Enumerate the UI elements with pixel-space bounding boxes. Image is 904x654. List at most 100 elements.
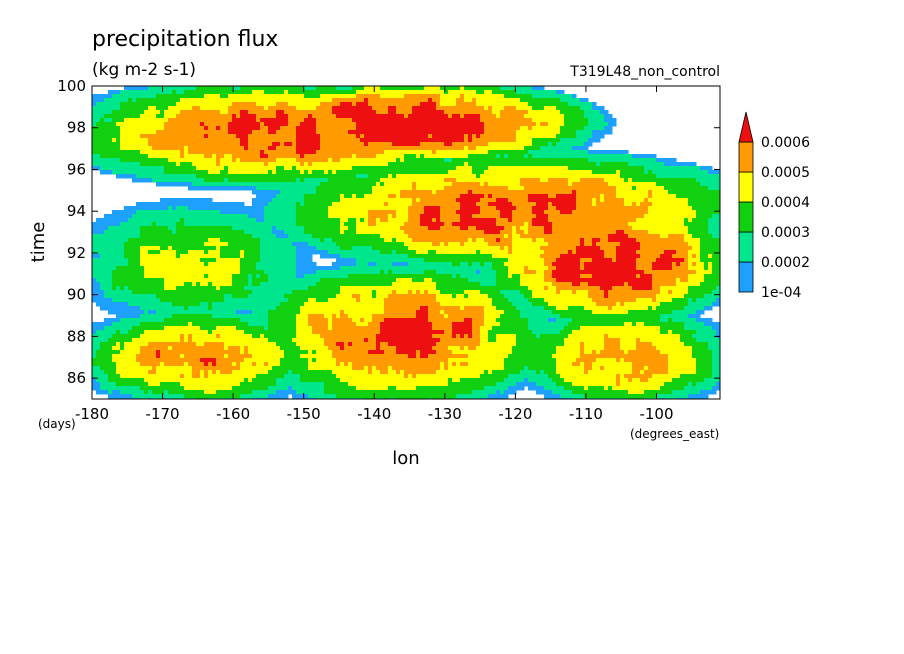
field-cell: [604, 218, 609, 223]
field-cell: [224, 230, 229, 235]
field-cell: [360, 130, 365, 135]
field-cell: [260, 134, 265, 139]
field-cell: [596, 214, 601, 219]
field-cell: [184, 122, 189, 127]
field-cell: [668, 210, 673, 215]
field-cell: [564, 102, 569, 107]
field-cell: [604, 158, 609, 163]
field-cell: [244, 106, 249, 111]
field-cell: [664, 202, 669, 207]
field-cell: [532, 146, 537, 151]
field-cell: [308, 154, 313, 159]
field-cell: [408, 154, 413, 159]
field-cell: [420, 198, 425, 203]
field-cell: [196, 230, 201, 235]
field-cell: [428, 158, 433, 163]
field-cell: [508, 134, 513, 139]
field-cell: [132, 214, 137, 219]
field-cell: [148, 178, 153, 183]
field-cell: [300, 106, 305, 111]
field-cell: [404, 130, 409, 135]
field-cell: [432, 94, 437, 99]
field-cell: [308, 162, 313, 167]
field-cell: [232, 86, 237, 91]
field-cell: [336, 230, 341, 235]
field-cell: [204, 222, 209, 227]
field-cell: [172, 110, 177, 115]
field-cell: [356, 174, 361, 179]
field-cell: [376, 126, 381, 131]
field-cell: [232, 230, 237, 235]
field-cell: [584, 194, 589, 199]
field-cell: [208, 134, 213, 139]
field-cell: [432, 114, 437, 119]
field-cell: [196, 130, 201, 135]
field-cell: [384, 174, 389, 179]
field-cell: [292, 142, 297, 147]
field-cell: [520, 218, 525, 223]
field-cell: [608, 178, 613, 183]
field-cell: [516, 222, 521, 227]
field-cell: [520, 122, 525, 127]
field-cell: [476, 118, 481, 123]
field-cell: [516, 186, 521, 191]
field-cell: [364, 214, 369, 219]
field-cell: [120, 106, 125, 111]
field-cell: [428, 218, 433, 223]
field-cell: [192, 218, 197, 223]
field-cell: [252, 142, 257, 147]
field-cell: [348, 154, 353, 159]
field-cell: [700, 182, 705, 187]
field-cell: [168, 158, 173, 163]
field-cell: [372, 166, 377, 171]
field-cell: [452, 150, 457, 155]
field-cell: [412, 86, 417, 91]
field-cell: [208, 166, 213, 171]
field-cell: [232, 118, 237, 123]
field-cell: [228, 86, 233, 91]
field-cell: [216, 142, 221, 147]
field-cell: [420, 126, 425, 131]
field-cell: [672, 162, 677, 167]
field-cell: [176, 226, 181, 231]
field-cell: [404, 226, 409, 231]
field-cell: [632, 206, 637, 211]
field-cell: [288, 162, 293, 167]
field-cell: [548, 138, 553, 143]
field-cell: [252, 174, 257, 179]
field-cell: [236, 230, 241, 235]
field-cell: [200, 186, 205, 191]
field-cell: [696, 210, 701, 215]
field-cell: [500, 230, 505, 235]
field-cell: [144, 134, 149, 139]
field-cell: [580, 98, 585, 103]
field-cell: [236, 134, 241, 139]
field-cell: [180, 230, 185, 235]
field-cell: [500, 178, 505, 183]
field-cell: [580, 194, 585, 199]
field-cell: [528, 158, 533, 163]
field-cell: [408, 190, 413, 195]
field-cell: [340, 90, 345, 95]
field-cell: [544, 158, 549, 163]
field-cell: [164, 218, 169, 223]
field-cell: [620, 150, 625, 155]
field-cell: [160, 126, 165, 131]
field-cell: [392, 86, 397, 91]
field-cell: [616, 190, 621, 195]
field-cell: [180, 210, 185, 215]
field-cell: [396, 178, 401, 183]
field-cell: [544, 190, 549, 195]
field-cell: [688, 198, 693, 203]
field-cell: [220, 98, 225, 103]
field-cell: [312, 194, 317, 199]
field-cell: [484, 150, 489, 155]
field-cell: [552, 134, 557, 139]
field-cell: [424, 154, 429, 159]
field-cell: [484, 106, 489, 111]
field-cell: [112, 166, 117, 171]
field-cell: [532, 114, 537, 119]
field-cell: [452, 158, 457, 163]
field-cell: [312, 126, 317, 131]
field-cell: [672, 178, 677, 183]
